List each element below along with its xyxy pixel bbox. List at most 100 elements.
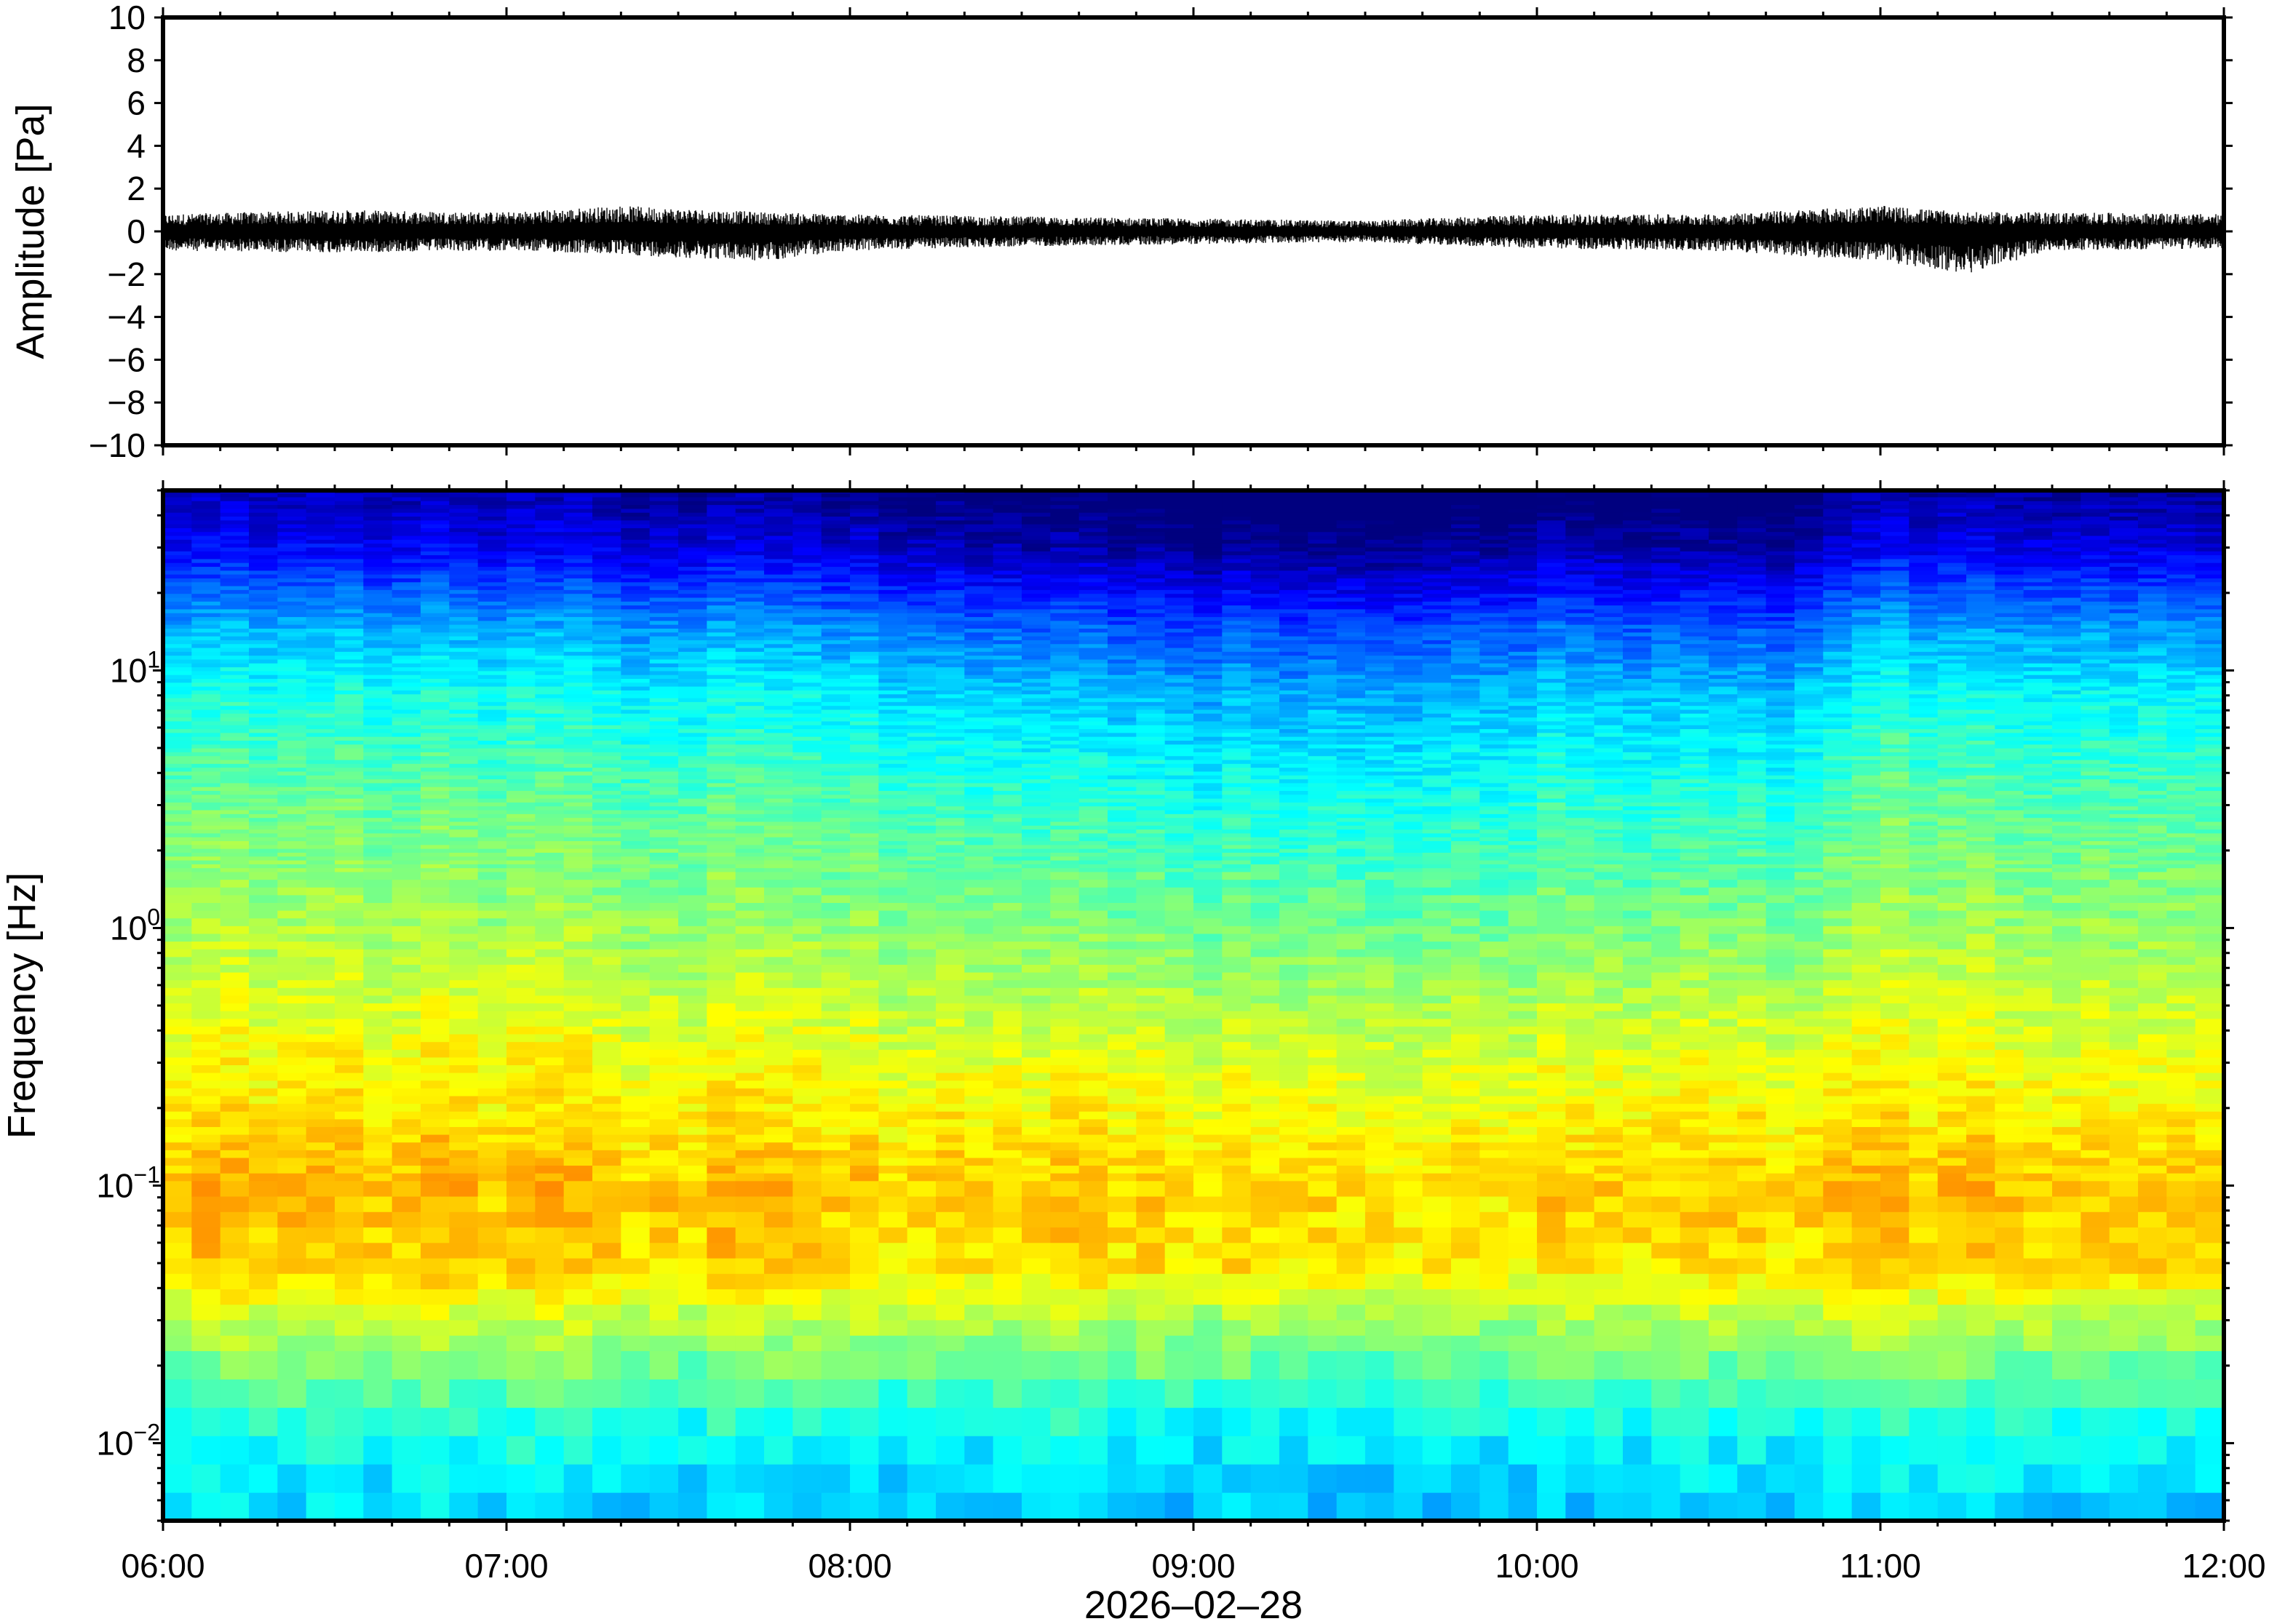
spectrogram-cell <box>1022 740 1051 745</box>
spectrogram-cell <box>335 701 364 706</box>
spectrogram-cell <box>449 1304 479 1321</box>
spectrogram-cell <box>792 636 822 640</box>
spectrogram-cell <box>277 790 307 795</box>
spectrogram-cell <box>535 551 565 556</box>
spectrogram-cell <box>335 809 364 814</box>
spectrogram-cell <box>163 805 192 811</box>
spectrogram-cell <box>421 589 450 594</box>
spectrogram-cell <box>563 512 593 517</box>
spectrogram-cell <box>907 752 937 757</box>
spectrogram-cell <box>163 1134 192 1143</box>
spectrogram-cell <box>392 887 421 896</box>
spectrogram-cell <box>277 848 307 853</box>
spectrogram-cell <box>220 1195 250 1212</box>
spectrogram-cell <box>563 918 593 926</box>
spectrogram-cell <box>735 1335 765 1351</box>
spectrogram-cell <box>191 1142 221 1150</box>
spectrogram-cell <box>163 1180 192 1197</box>
spectrogram-cell <box>563 1126 593 1135</box>
spectrogram-cell <box>363 902 393 911</box>
spectrogram-cell <box>707 647 736 652</box>
spectrogram-cell <box>735 632 765 637</box>
spectrogram-cell <box>678 1049 707 1058</box>
spectrogram-cell <box>535 554 565 560</box>
spectrogram-cell <box>421 782 450 787</box>
spectrogram-cell <box>964 979 994 988</box>
spectrogram-cell <box>993 867 1022 872</box>
spectrogram-cell <box>621 608 651 613</box>
spectrogram-cell <box>277 581 307 586</box>
spectrogram-cell <box>678 887 707 896</box>
spectrogram-cell <box>821 566 851 571</box>
spectrogram-cell <box>363 1436 393 1465</box>
spectrogram-cell <box>764 705 793 710</box>
spectrogram-cell <box>964 894 994 903</box>
spectrogram-cell <box>477 1064 507 1073</box>
spectrogram-cell <box>936 964 965 973</box>
spectrogram-cell <box>850 613 879 618</box>
spectrogram-cell <box>964 585 994 590</box>
spectrogram-cell <box>850 918 879 926</box>
spectrogram-cell <box>163 516 192 521</box>
spectrogram-cell <box>678 546 707 552</box>
spectrogram-cell <box>421 524 450 528</box>
spectrogram-cell <box>335 1173 364 1182</box>
spectrogram-cell <box>792 1041 822 1050</box>
spectrogram-cell <box>678 1103 707 1112</box>
spectrogram-cell <box>649 1436 679 1465</box>
spectrogram-cell <box>792 1350 822 1380</box>
spectrogram-cell <box>850 531 879 536</box>
spectrogram-cell <box>678 1150 707 1158</box>
spectrogram-cell <box>821 624 851 629</box>
spectrogram-cell <box>335 640 364 645</box>
spectrogram-cell <box>621 1407 651 1436</box>
spectrogram-cell <box>792 787 822 792</box>
spectrogram-cell <box>907 1064 937 1073</box>
spectrogram-cell <box>335 817 364 822</box>
spectrogram-cell <box>335 1165 364 1174</box>
spectrogram-cell <box>707 829 736 834</box>
spectrogram-cell <box>306 894 335 903</box>
spectrogram-cell <box>792 752 822 757</box>
spectrogram-cell <box>592 1173 621 1182</box>
spectrogram-cell <box>1050 1211 1080 1228</box>
spectrogram-cell <box>421 894 450 903</box>
spectrogram-cell <box>850 1227 879 1243</box>
spectrogram-cell <box>907 790 937 795</box>
spectrogram-cell <box>993 848 1022 853</box>
spectrogram-cell <box>563 941 593 950</box>
spectrogram-cell <box>821 1464 851 1493</box>
spectrogram-cell <box>735 601 765 606</box>
spectrogram-cell <box>764 539 793 544</box>
spectrogram-cell <box>249 613 278 618</box>
spectrogram-cell <box>764 520 793 525</box>
spectrogram-cell <box>392 894 421 903</box>
spectrogram-cell <box>277 941 307 950</box>
spectrogram-cell <box>649 1379 679 1408</box>
spectrogram-cell <box>163 732 192 737</box>
spectrogram-cell <box>506 821 536 826</box>
spectrogram-cell <box>1050 1003 1080 1011</box>
spectrogram-cell <box>764 1242 793 1259</box>
spectrogram-cell <box>878 1319 908 1336</box>
spectrogram-cell <box>363 782 393 787</box>
spectrogram-cell <box>649 837 679 842</box>
spectrogram-cell <box>936 1072 965 1081</box>
spectrogram-cell <box>735 1049 765 1058</box>
spectrogram-cell <box>792 581 822 586</box>
spectrogram-cell <box>306 1150 335 1158</box>
spectrogram-cell <box>792 493 822 498</box>
spectrogram-cell <box>878 501 908 506</box>
spectrogram-cell <box>191 520 221 525</box>
spectrogram-cell <box>535 531 565 536</box>
spectrogram-cell <box>277 837 307 842</box>
spectrogram-cell <box>850 1335 879 1351</box>
spectrogram-cell <box>363 918 393 926</box>
spectrogram-cell <box>678 674 707 680</box>
spectrogram-cell <box>649 539 679 544</box>
spectrogram-cell <box>649 933 679 942</box>
spectrogram-cell <box>649 740 679 745</box>
spectrogram-cell <box>936 543 965 548</box>
spectrogram-cell <box>621 1165 651 1174</box>
spectrogram-cell <box>878 867 908 872</box>
